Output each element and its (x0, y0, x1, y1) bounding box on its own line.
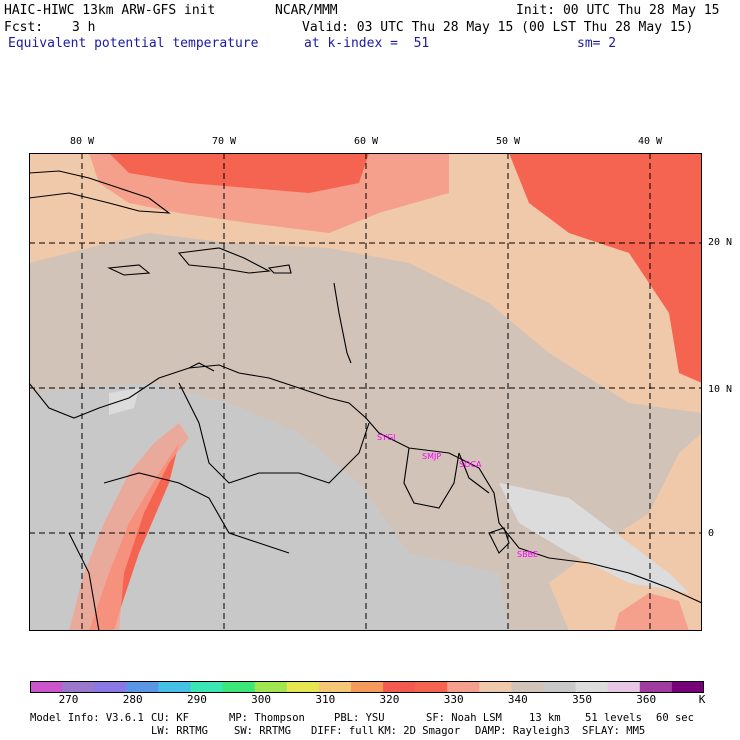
colorbar-tick-label: 330 (443, 693, 464, 706)
station-label-smjp: SMJP (422, 452, 441, 461)
colorbar-swatch (190, 681, 224, 693)
colorbar-swatch (607, 681, 641, 693)
lon-label-60w: 60 W (353, 136, 379, 147)
footer-model-info: Model Info: V3.6.1 (30, 712, 144, 724)
field-band-330-ne (509, 153, 702, 383)
smoothing-info: sm= 2 (577, 36, 617, 51)
colorbar-tick-label: 350 (572, 693, 592, 706)
fcst-label: Fcst: (4, 20, 44, 35)
colorbar-unit: K (698, 693, 706, 706)
level-info: at k-index = 51 (304, 36, 430, 51)
lat-lon-grid (29, 153, 702, 631)
colorbar-swatch (543, 681, 577, 693)
colorbar-tick-label: 290 (186, 693, 207, 706)
footer-resolution: 13 km (529, 712, 561, 724)
colorbar-swatch (575, 681, 609, 693)
colorbar-swatch (318, 681, 352, 693)
colorbar-swatch (286, 681, 320, 693)
colorbar-tick-label: 300 (251, 693, 272, 706)
footer-levels: 51 levels (585, 712, 642, 724)
colorbar-tick-label: 320 (379, 693, 400, 706)
colorbar-swatch (639, 681, 673, 693)
colorbar-swatch (511, 681, 545, 693)
colorbar-swatch (254, 681, 288, 693)
valid-time: Valid: 03 UTC Thu 28 May 15 (00 LST Thu … (302, 20, 694, 35)
footer-pbl: PBL: YSU (334, 712, 385, 724)
station-label-sbbe: SBBE (517, 550, 538, 559)
map-border (29, 153, 702, 631)
colorbar-tick-label: 340 (507, 693, 528, 706)
colorbar-swatch (126, 681, 159, 693)
coastlines (29, 170, 702, 631)
station-label-soca: SOCA (459, 460, 482, 469)
map-panel: SYGI SMJP SOCA SBBE (29, 153, 702, 631)
org-label: NCAR/MMM (275, 3, 338, 18)
colorbar-tick-label: 360 (636, 693, 657, 706)
lat-label-20n: 20 N (708, 237, 733, 248)
field-band-335-andes (69, 423, 189, 631)
colorbar-tick-label: 310 (315, 693, 336, 706)
lon-label-40w: 40 W (637, 136, 663, 147)
colorbar-swatch (479, 681, 512, 693)
field-band-360-brazil (499, 483, 689, 593)
field-band-330-n (109, 153, 369, 193)
init-time: Init: 00 UTC Thu 28 May 15 (516, 3, 720, 18)
field-band-340-north (29, 153, 702, 413)
footer-km: KM: 2D Smagor (378, 725, 461, 737)
colorbar-swatch (94, 681, 127, 693)
colorbar-swatch (158, 681, 191, 693)
colorbar-swatch (447, 681, 480, 693)
colorbar-swatch (62, 681, 95, 693)
lon-label-50w: 50 W (495, 136, 521, 147)
footer-sflay: SFLAY: MM5 (582, 725, 646, 737)
field-name: Equivalent potential temperature (8, 36, 259, 51)
colorbar-swatch (383, 681, 416, 693)
station-label-sygi: SYGI (377, 433, 396, 442)
colorbar-swatch (222, 681, 256, 693)
colorbar-tick-label: 280 (122, 693, 143, 706)
colorbar-swatch (30, 681, 63, 693)
colorbar-swatch (415, 681, 448, 693)
footer-sf: SF: Noah LSM (426, 712, 502, 724)
colorbar (30, 681, 704, 693)
lat-label-eq: 0 (708, 528, 715, 539)
footer-damp: DAMP: Rayleigh3 (475, 725, 570, 737)
lon-label-70w: 70 W (211, 136, 237, 147)
footer-sw: SW: RRTMG (234, 725, 291, 737)
field-band-360-venezuela (109, 388, 139, 415)
model-title: HAIC-HIWC 13km ARW-GFS init (4, 3, 216, 18)
footer-diff: DIFF: full (311, 725, 375, 737)
field-band-330-se (614, 593, 689, 631)
footer-lw: LW: RRTMG (151, 725, 208, 737)
lon-label-80w: 80 W (69, 136, 95, 147)
colorbar-swatch (671, 681, 704, 693)
lat-label-10n: 10 N (708, 384, 733, 395)
footer-cu: CU: KF (151, 712, 189, 724)
footer-mp: MP: Thompson (229, 712, 305, 724)
colorbar-border (30, 681, 704, 693)
footer-timestep: 60 sec (656, 712, 694, 724)
colorbar-swatch (350, 681, 384, 693)
colorbar-tick-label: 270 (58, 693, 79, 706)
fcst-value: 3 h (72, 20, 96, 35)
